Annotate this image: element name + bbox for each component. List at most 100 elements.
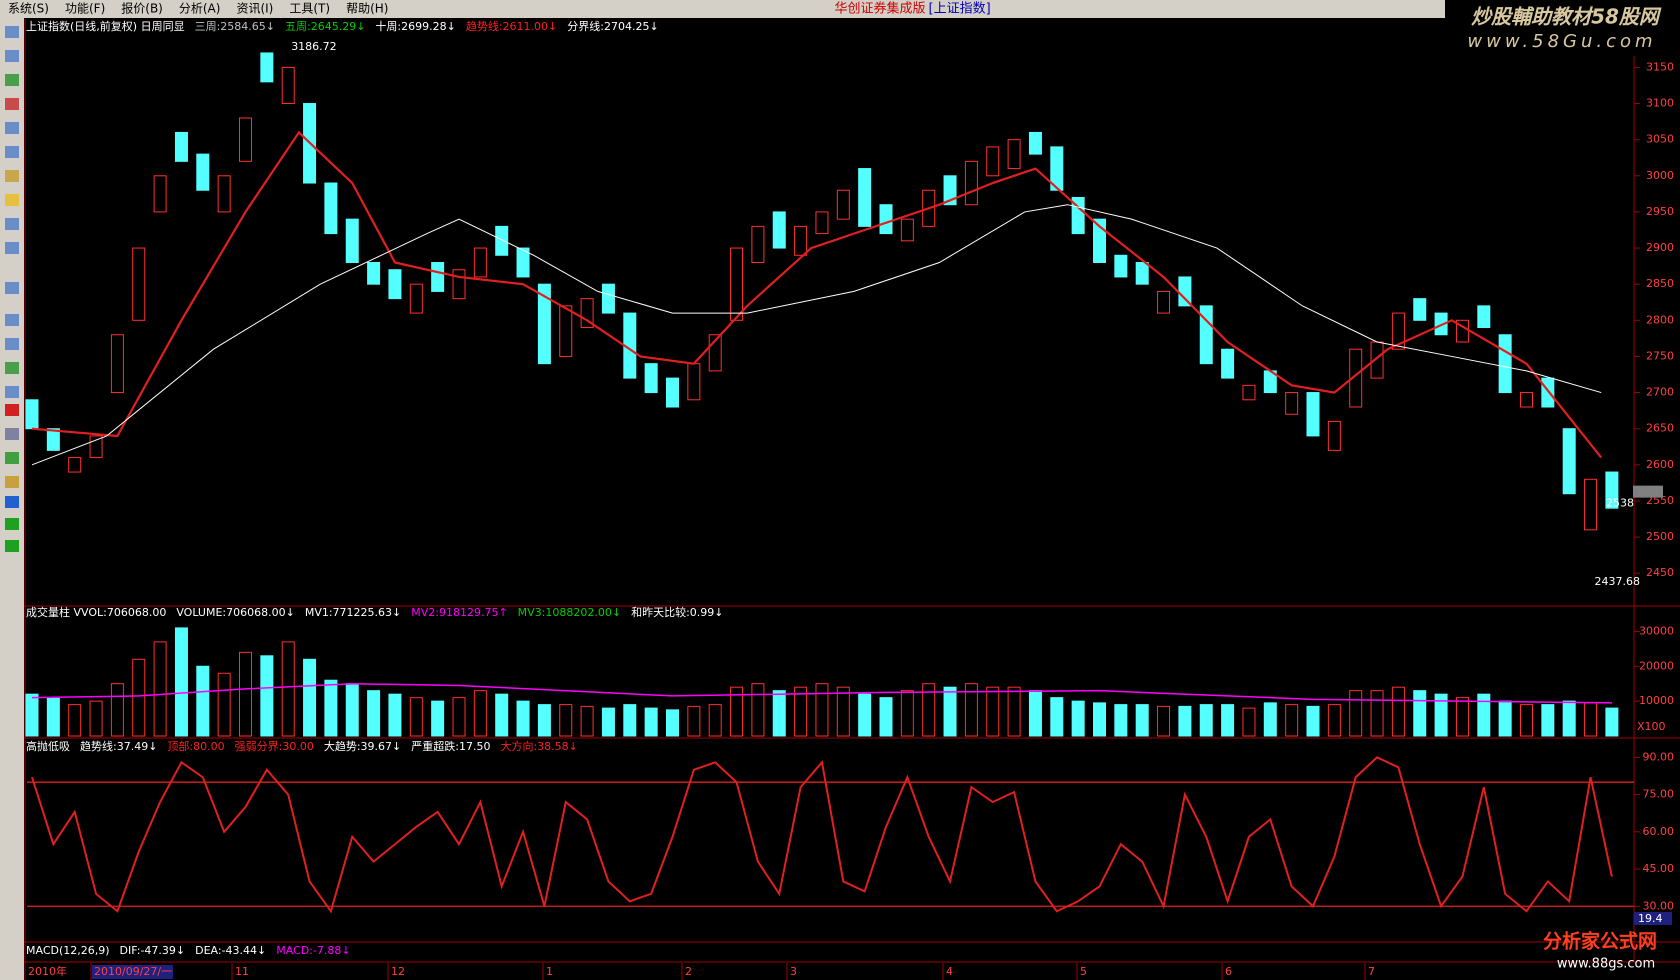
volume-bar — [836, 686, 850, 737]
candle — [1242, 384, 1256, 401]
indicator-label: 强弱分界:30.00 — [235, 740, 314, 753]
date-label: 5 — [1080, 965, 1087, 978]
volume-bar — [922, 683, 936, 737]
volume-bar — [580, 705, 594, 737]
volume-bar — [964, 683, 978, 737]
line-series — [31, 756, 1613, 914]
volume-bar — [943, 686, 957, 737]
volume-bar — [1157, 705, 1171, 737]
indicator-label: 大趋势:39.67↓ — [324, 739, 401, 753]
candle — [836, 189, 850, 220]
menu-item[interactable]: 系统(S) — [8, 2, 49, 16]
volume-bar — [1541, 704, 1555, 737]
indicator-label: MV1:771225.63↓ — [305, 606, 401, 619]
volume-bar — [25, 693, 39, 737]
menu-item[interactable]: 资讯(I) — [236, 2, 273, 16]
candle — [879, 204, 893, 235]
candle — [1050, 146, 1064, 191]
candle — [986, 146, 1000, 177]
menu-item[interactable]: 分析(A) — [179, 2, 221, 16]
candle — [580, 298, 594, 329]
volume-bar — [986, 686, 1000, 737]
volume-bar — [473, 690, 487, 737]
candle — [68, 457, 82, 473]
volume-bar — [1434, 693, 1448, 737]
volume-bar — [260, 655, 274, 737]
y-tick-label: 30000 — [1639, 624, 1674, 637]
indicator-label: 趋势线:37.49↓ — [80, 739, 157, 753]
volume-bar — [1050, 697, 1064, 737]
candle — [858, 168, 872, 227]
menu-item[interactable]: 工具(T) — [289, 2, 330, 16]
candle — [281, 66, 295, 105]
candle — [687, 363, 701, 401]
candle — [1349, 348, 1363, 408]
osc-last-box — [1634, 912, 1672, 925]
volume-bar — [1263, 702, 1277, 737]
candle — [1007, 139, 1021, 170]
candle — [1520, 392, 1533, 408]
y-tick-label: 2700 — [1646, 386, 1674, 399]
candle — [964, 160, 978, 206]
volume-bar — [1498, 700, 1512, 737]
volume-bar — [1391, 686, 1405, 737]
volume-bar — [46, 697, 60, 737]
candle — [473, 247, 487, 278]
y-tick-label: 10000 — [1639, 694, 1674, 707]
y-tick-label: 60.00 — [1643, 825, 1675, 838]
line-series — [31, 204, 1602, 466]
high-label: 3186.72 — [291, 40, 337, 53]
menu-bar — [0, 0, 1680, 18]
menu-item[interactable]: 功能(F) — [65, 2, 105, 16]
osc-last: 19.4 — [1638, 912, 1663, 925]
menu-item[interactable]: 报价(B) — [121, 1, 163, 16]
candle — [1114, 254, 1128, 278]
indicator-label: 三周:2584.65↓ — [195, 20, 275, 33]
volume-bar — [367, 690, 381, 737]
volume-bar — [89, 700, 103, 737]
volume-bar — [687, 705, 701, 737]
indicator-label: MV3:1088202.00↓ — [518, 606, 621, 619]
candle — [1221, 348, 1235, 379]
candle — [772, 211, 786, 249]
y-tick-label: 2850 — [1646, 277, 1674, 290]
volume-bar — [345, 683, 359, 737]
indicator-label: 顶部:80.00 — [167, 739, 224, 753]
date-label: 1 — [546, 965, 553, 978]
candle — [730, 247, 744, 321]
candle — [1306, 392, 1320, 437]
candle — [196, 153, 210, 191]
candle — [516, 247, 530, 278]
volume-bar — [281, 641, 295, 737]
volume-bar — [324, 679, 338, 737]
indicator-label: DEA:-43.44↓ — [195, 944, 266, 957]
line-series — [31, 130, 1603, 459]
date-label: 2 — [685, 965, 692, 978]
indicator-label: MACD:-7.88↓ — [276, 944, 350, 957]
candle — [1391, 312, 1405, 350]
volume-bar — [730, 686, 744, 737]
menu-item[interactable]: 帮助(H) — [346, 2, 388, 16]
watermark-url: www.88gs.com — [1557, 957, 1655, 972]
volume-bar — [666, 709, 679, 737]
y-tick-label: 45.00 — [1643, 862, 1675, 875]
volume-bar — [452, 697, 466, 737]
candle — [666, 377, 679, 408]
volume-bar — [1327, 704, 1341, 737]
candle — [943, 175, 957, 206]
volume-bar — [153, 641, 167, 737]
candle — [815, 211, 829, 235]
low-label: 2437.68 — [1595, 575, 1641, 588]
candle — [25, 399, 39, 430]
volume-bar — [1135, 704, 1149, 737]
y-tick-label: 2750 — [1646, 349, 1674, 362]
volume-bar — [1520, 704, 1533, 737]
candle — [1135, 262, 1149, 285]
candle — [1477, 305, 1491, 329]
candle — [174, 131, 188, 162]
candle — [601, 283, 615, 314]
indicator-label: MACD(12,26,9) — [26, 944, 110, 957]
date-label: 4 — [946, 965, 953, 978]
indicator-label: DIF:-47.39↓ — [120, 944, 186, 957]
